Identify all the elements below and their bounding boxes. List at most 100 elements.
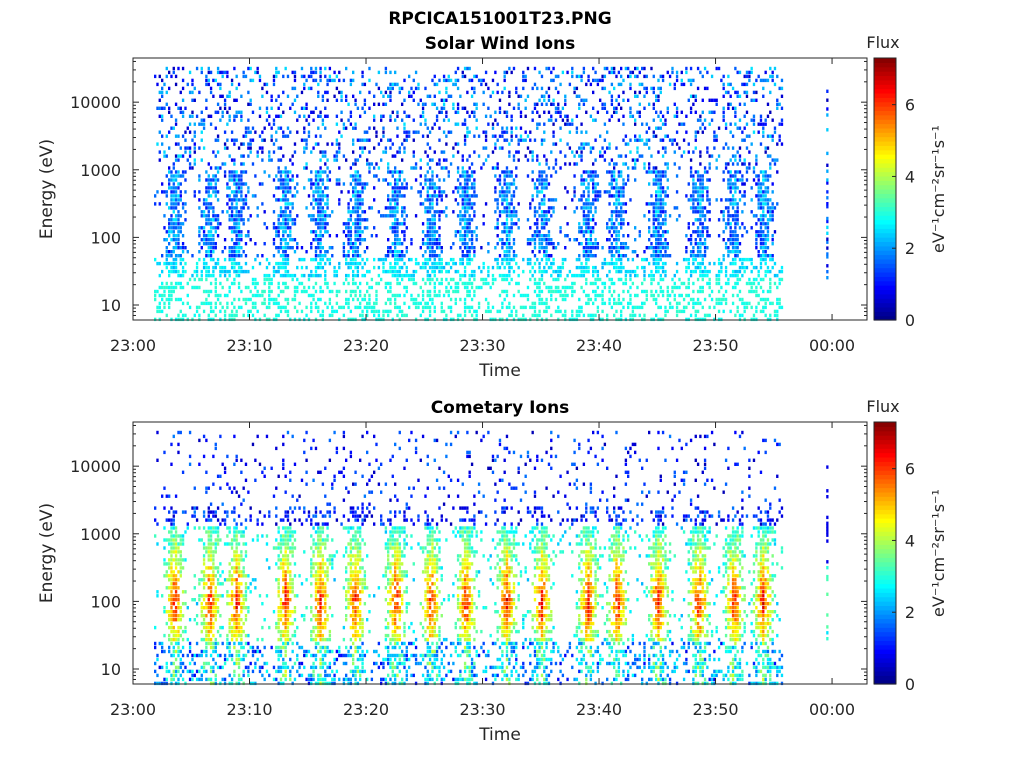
heatmap-cell (284, 218, 287, 222)
heatmap-cell (603, 86, 607, 91)
heatmap-cell (624, 182, 628, 186)
heatmap-cell (517, 142, 520, 146)
heatmap-cell (359, 293, 362, 298)
heatmap-cell (459, 273, 462, 278)
heatmap-cell (207, 190, 210, 194)
heatmap-cell (496, 257, 499, 262)
heatmap-cell (296, 265, 299, 270)
heatmap-cell (431, 277, 434, 282)
heatmap-cell (666, 110, 669, 114)
heatmap-cell (233, 214, 236, 218)
heatmap-cell (466, 293, 469, 298)
heatmap-cell (417, 130, 420, 134)
heatmap-cell (659, 118, 662, 122)
heatmap-cell (463, 305, 467, 310)
heatmap-cell (174, 265, 178, 270)
heatmap-cell (403, 126, 406, 130)
heatmap-cell (722, 297, 725, 302)
heatmap-cell (484, 138, 488, 142)
heatmap-cell (373, 186, 376, 190)
heatmap-cell (624, 269, 628, 274)
heatmap-cell (554, 86, 558, 91)
heatmap-cell (696, 317, 700, 322)
heatmap-cell (293, 70, 297, 75)
heatmap-cell (300, 281, 304, 286)
heatmap-cell (401, 102, 404, 106)
heatmap-cell (461, 273, 464, 278)
heatmap-cell (242, 182, 245, 186)
heatmap-cell (424, 102, 427, 106)
heatmap-cell (216, 82, 220, 87)
heatmap-cell (533, 222, 537, 226)
heatmap-cell (233, 265, 236, 270)
heatmap-cell (214, 230, 217, 234)
heatmap-cell (494, 226, 497, 230)
heatmap-cell (470, 313, 474, 318)
heatmap-cell (193, 142, 196, 146)
heatmap-cell (181, 78, 185, 83)
heatmap-cell (587, 293, 590, 298)
heatmap-cell (629, 198, 632, 202)
heatmap-cell (310, 170, 313, 174)
heatmap-cell (300, 90, 304, 95)
heatmap-cell (703, 317, 707, 322)
heatmap-cell (494, 118, 497, 122)
heatmap-cell (522, 313, 525, 318)
heatmap-cell (426, 242, 429, 246)
heatmap-cell (692, 186, 695, 190)
heatmap-cell (212, 214, 215, 218)
heatmap-cell (473, 289, 476, 294)
heatmap-cell (433, 122, 436, 126)
heatmap-cell (219, 86, 222, 91)
heatmap-cell (394, 273, 397, 278)
heatmap-cell (610, 114, 614, 118)
heatmap-cell (307, 194, 311, 198)
heatmap-cell (641, 265, 644, 270)
heatmap-cell (410, 242, 413, 246)
heatmap-cell (170, 250, 173, 254)
heatmap-cell (587, 214, 590, 218)
heatmap-cell (487, 309, 490, 314)
heatmap-cell (328, 301, 332, 306)
heatmap-cell (501, 146, 504, 150)
heatmap-cell (356, 214, 360, 218)
heatmap-cell (438, 186, 441, 190)
heatmap-cell (251, 138, 255, 142)
heatmap-cell (459, 194, 462, 198)
heatmap-cell (191, 273, 194, 278)
heatmap-cell (214, 190, 217, 194)
heatmap-cell (617, 234, 621, 238)
heatmap-cell (701, 254, 704, 258)
heatmap-cell (496, 90, 499, 95)
heatmap-cell (510, 138, 513, 142)
heatmap-cell (540, 86, 544, 91)
heatmap-cell (270, 126, 273, 130)
heatmap-cell (470, 234, 474, 238)
heatmap-cell (655, 246, 658, 250)
heatmap-cell (615, 269, 618, 274)
heatmap-cell (559, 110, 562, 114)
heatmap-cell (466, 134, 469, 138)
heatmap-cell (461, 206, 464, 210)
heatmap-cell (615, 190, 618, 194)
heatmap-cell (230, 174, 234, 178)
heatmap-cell (195, 309, 199, 314)
heatmap-cell (342, 122, 346, 126)
heatmap-cell (636, 66, 639, 71)
heatmap-cell (657, 190, 660, 194)
heatmap-cell (473, 74, 476, 79)
heatmap-cell (682, 309, 686, 314)
heatmap-cell (515, 90, 518, 95)
heatmap-cell (449, 277, 453, 282)
heatmap-cell (505, 110, 509, 114)
heatmap-cell (310, 269, 313, 274)
heatmap-cell (303, 257, 306, 262)
heatmap-cell (452, 289, 455, 294)
heatmap-cell (652, 178, 655, 182)
heatmap-cell (161, 134, 164, 138)
heatmap-cell (498, 182, 502, 186)
heatmap-cell (235, 190, 238, 194)
heatmap-cell (387, 138, 390, 142)
heatmap-cell (193, 313, 196, 318)
heatmap-cell (233, 98, 236, 102)
